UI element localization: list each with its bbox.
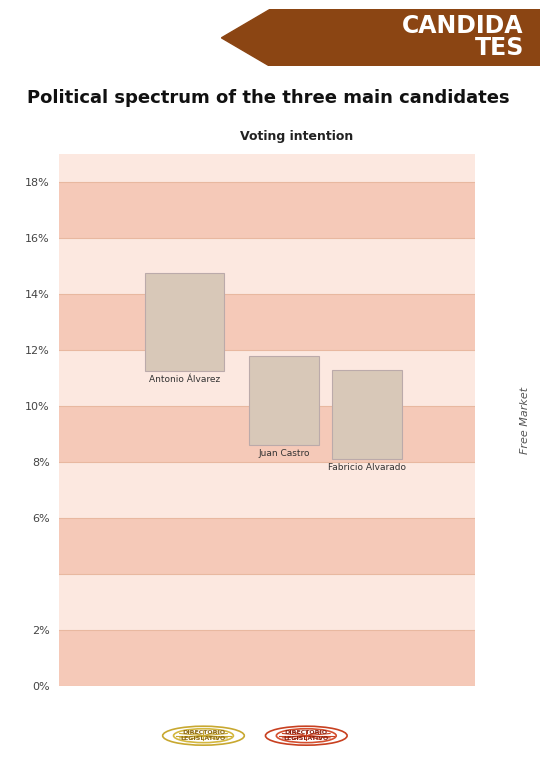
Bar — [59, 462, 475, 518]
Bar — [59, 574, 475, 630]
FancyBboxPatch shape — [145, 273, 224, 371]
Bar — [59, 406, 475, 462]
Text: Free Market: Free Market — [520, 386, 530, 454]
FancyBboxPatch shape — [248, 356, 319, 445]
Bar — [59, 518, 475, 574]
Text: Economic Interventionism: Economic Interventionism — [0, 348, 2, 492]
Text: Fabricio Alvarado: Fabricio Alvarado — [328, 463, 406, 473]
Polygon shape — [221, 9, 540, 66]
Text: DIRECTORIO
LEGISLATIVO: DIRECTORIO LEGISLATIVO — [284, 730, 329, 741]
Text: Voting intention: Voting intention — [240, 129, 354, 143]
Text: DIRECTORIO
LEGISLATIVO: DIRECTORIO LEGISLATIVO — [181, 730, 226, 741]
Text: Juan Castro: Juan Castro — [258, 449, 309, 459]
Bar — [59, 294, 475, 350]
Bar — [59, 630, 475, 686]
Bar — [59, 350, 475, 406]
Text: Antonio Álvarez: Antonio Álvarez — [148, 375, 220, 385]
FancyBboxPatch shape — [332, 370, 402, 459]
Bar — [59, 238, 475, 294]
Bar — [59, 182, 475, 238]
Text: Political spectrum of the three main candidates: Political spectrum of the three main can… — [27, 89, 510, 107]
Text: CANDIDA
TES: CANDIDA TES — [402, 13, 524, 60]
